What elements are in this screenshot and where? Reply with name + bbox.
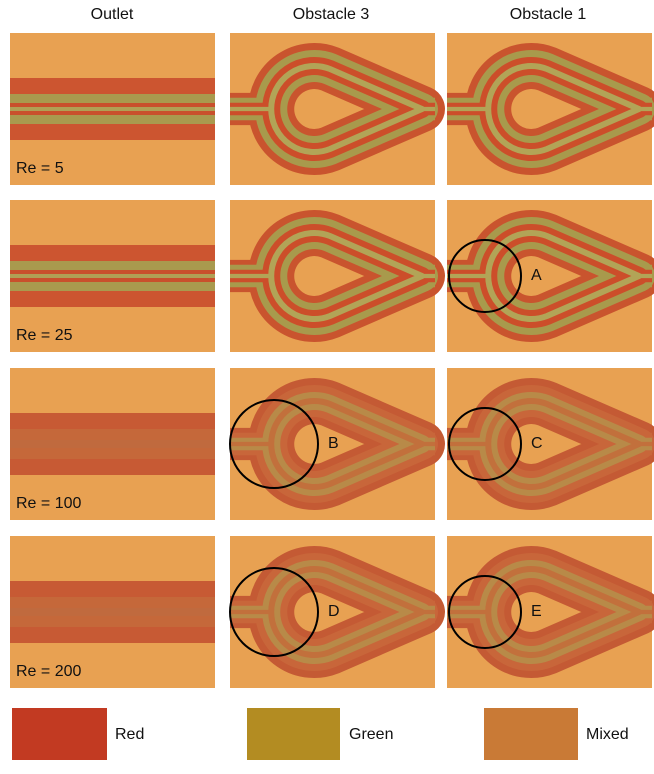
legend: Red Green Mixed xyxy=(12,708,629,760)
channel xyxy=(10,274,215,278)
legend-label: Green xyxy=(349,726,393,743)
image-panel: Re = 200 xyxy=(10,536,215,688)
panels: Re = 5 Re = 25 A Re = 100 B C Re = 200 D E xyxy=(10,33,652,688)
annotation-label: D xyxy=(328,603,340,620)
annotation-label: A xyxy=(531,267,542,284)
image-panel: Re = 25 xyxy=(10,200,215,352)
annotation-label: C xyxy=(531,435,543,452)
image-panel: A xyxy=(447,200,652,352)
row-label: Re = 5 xyxy=(16,160,64,177)
image-panel: E xyxy=(447,536,652,688)
column-header: Obstacle 1 xyxy=(510,6,587,23)
column-header: Outlet xyxy=(91,6,134,23)
image-panel: D xyxy=(230,536,435,688)
legend-swatch xyxy=(12,708,107,760)
image-panel xyxy=(230,33,435,185)
channel xyxy=(10,107,215,111)
legend-swatch xyxy=(247,708,340,760)
legend-label: Mixed xyxy=(586,726,629,743)
image-panel: Re = 100 xyxy=(10,368,215,520)
channel xyxy=(10,440,215,448)
image-panel: C xyxy=(447,368,652,520)
image-panel: Re = 5 xyxy=(10,33,215,185)
column-header: Obstacle 3 xyxy=(293,6,370,23)
annotation-label: E xyxy=(531,603,542,620)
channel xyxy=(10,608,215,616)
annotation-label: B xyxy=(328,435,339,452)
row-label: Re = 100 xyxy=(16,495,81,512)
legend-label: Red xyxy=(115,726,144,743)
row-label: Re = 25 xyxy=(16,327,73,344)
legend-swatch xyxy=(484,708,578,760)
figure: Outlet Obstacle 3 Obstacle 1 Re = 5Re = … xyxy=(0,0,654,774)
image-panel xyxy=(230,200,435,352)
row-label: Re = 200 xyxy=(16,663,81,680)
image-panel xyxy=(447,33,652,185)
image-panel: B xyxy=(230,368,435,520)
